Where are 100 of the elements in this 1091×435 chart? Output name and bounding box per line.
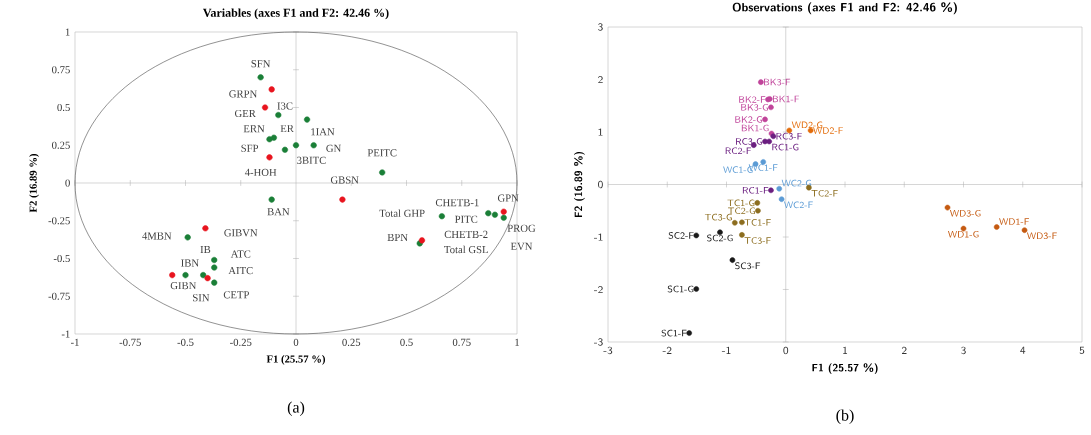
series-label: WD2-F [813,127,843,134]
annotation: SFP [241,144,259,152]
annotation: PITC [454,215,478,223]
series-label: TC1-F [744,218,771,226]
series-label: TC2-G [728,207,755,215]
y-tick-label: 0.75 [52,66,70,74]
series-label: RC2-F [725,147,752,155]
series-label: BK1-F [772,95,800,103]
annotation: 3BITC [297,156,326,164]
series-label: TC3-G [704,213,732,221]
series-label: WD3-F [1026,232,1057,240]
series-label: RC3-G [736,138,763,145]
series-label: RC1-F [742,186,769,194]
series-label: SC3-F [735,262,761,270]
y-tick-label: 2 [598,75,603,84]
y-tick-label: -0.5 [53,254,70,263]
annotation: GRPN [229,90,258,98]
annotation: BAN [267,208,290,216]
series-label: WC2-F [784,201,813,209]
series-label: WD1-F [999,218,1029,225]
x-axis-title: F1 (25.57 %) [266,355,325,365]
y-tick-label: -0.25 [48,217,70,225]
series-label: BK2-F [739,96,766,103]
annotation: GPN [497,194,519,202]
series-label: TC2-F [811,189,838,197]
series-label: SC1-F [661,329,687,337]
annotation: GIBVN [224,229,258,237]
x-tick-label: -0.25 [230,338,252,346]
annotation: ERN [243,125,265,133]
series-label: RC1-G [772,143,799,151]
annotation: PEITC [367,149,397,157]
y-axis-title: F2 (16.89 %) [574,151,585,218]
text: (b) [836,409,854,424]
text: (a) [287,401,305,416]
y-tick-label: 0 [598,180,603,189]
x-tick-label: 2 [901,346,907,354]
x-tick-label: -0.75 [119,338,141,346]
x-tick-label: -2 [662,346,672,354]
annotation: ER [280,125,294,133]
series-label: BK2-G [735,116,763,123]
x-tick-label: 0.75 [452,338,471,346]
annotation: 1IAN [311,128,335,136]
x-axis-title: F1 (25.57 %) [812,363,878,374]
x-tick-label: 5 [1079,346,1085,354]
series-label: SC2-F [668,232,694,239]
y-tick-label: 0.5 [57,103,70,112]
y-tick-label: 3 [598,23,603,31]
annotation: CHETB-2 [444,230,488,238]
annotation: PROG [507,224,536,232]
series-label: TC3-F [744,237,771,244]
series-label: TC1-G [727,199,755,207]
annotation: 4-HOH [244,168,277,176]
annotation: GN [326,144,342,152]
x-tick-label: 0.5 [400,338,413,346]
x-tick-label: -1 [721,346,731,354]
series-label: BK3-F [764,78,791,86]
y-tick-label: 1 [598,128,603,136]
x-tick-label: -1 [70,338,79,346]
x-tick-label: 3 [961,346,966,355]
y-tick-label: 0.25 [52,141,70,149]
x-tick-label: 0 [783,346,789,355]
annotation: ATC [230,250,251,258]
annotation: 4MBN [142,232,172,240]
annotation: Total GSL [444,245,488,254]
chart-title: Observations (axes F1 and F2: 42.46 %) [732,2,957,15]
series-label: WC2-G [781,179,812,187]
series-label: BK3-G [741,103,768,111]
series-label: RC3-F [776,132,802,140]
x-tick-label: 1 [843,346,848,354]
series-label: SC1-G [667,285,694,293]
series-label: WD3-G [949,209,981,217]
y-tick-label: -0.75 [48,292,70,300]
series-label: SC2-G [707,234,733,242]
annotation: BPN [387,233,408,241]
annotation: GER [234,109,256,118]
series-label: WD2-G [791,121,823,129]
y-tick-label: 1 [65,28,70,36]
annotation: AITC [228,267,253,275]
annotation: CETP [223,291,249,299]
annotation: SIN [193,294,210,302]
x-tick-label: 0 [293,338,299,346]
annotation: IB [200,245,211,253]
series-label: WD1-G [947,230,979,238]
annotation: Total GHP [379,209,425,217]
series-label: BK1-G [741,124,769,132]
annotation: EVN [510,242,533,250]
x-tick-label: 0.25 [342,338,361,346]
annotation: I3C [277,102,293,110]
annotation: GBSN [330,176,359,184]
y-tick-label: -1 [593,233,603,241]
y-tick-label: -1 [61,330,70,338]
annotation: SFN [251,60,271,68]
y-tick-label: 0 [65,179,70,187]
x-tick-label: 1 [515,338,520,346]
chart-title: Variables (axes F1 and F2: 42.46 %) [203,8,389,20]
y-tick-label: -2 [593,285,603,294]
y-axis-title: F2 (16.89 %) [29,154,39,213]
annotation: IBN [181,259,199,267]
x-tick-label: -0.5 [177,338,194,346]
annotation: CHETB-1 [435,199,479,207]
